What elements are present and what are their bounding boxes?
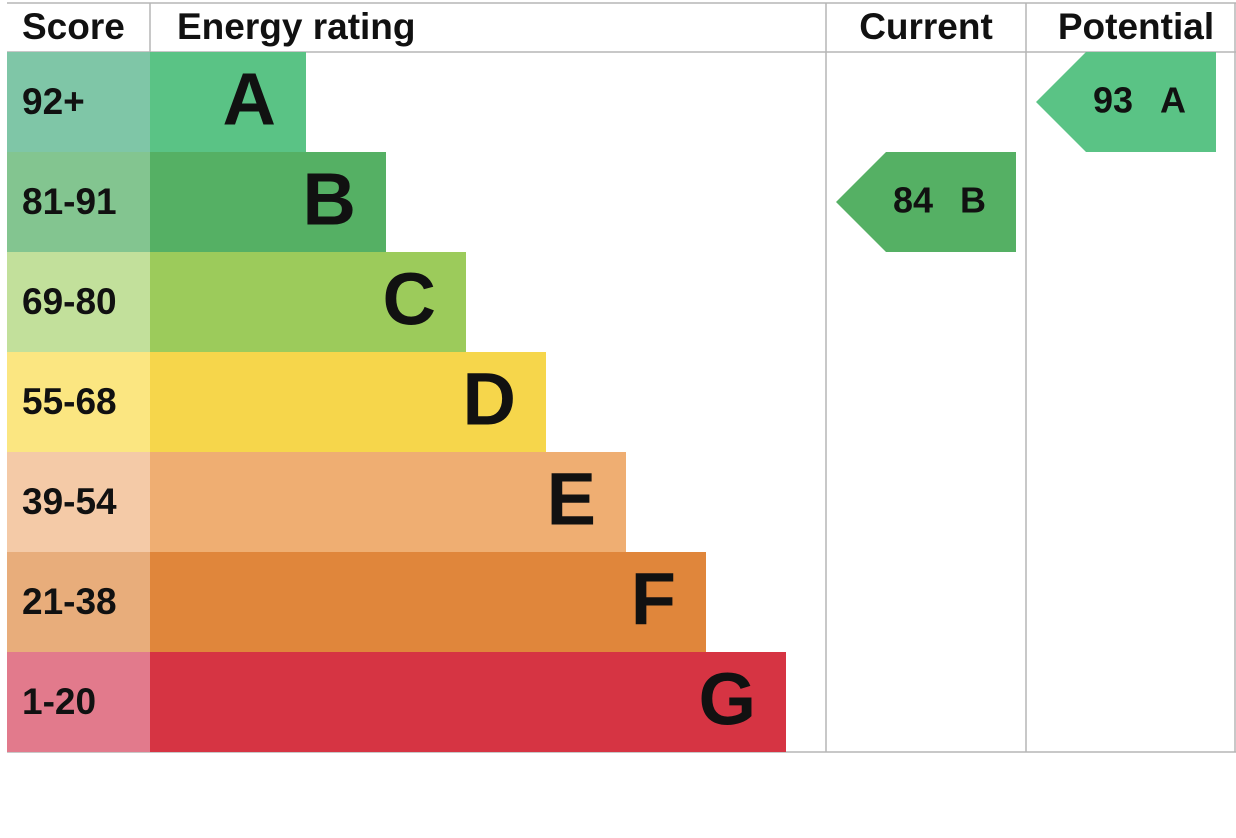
- potential-rating: A: [1160, 80, 1186, 121]
- score-range: 92+: [22, 81, 85, 122]
- score-range: 39-54: [22, 481, 117, 522]
- rating-letter: E: [547, 458, 596, 541]
- current-score: 84: [893, 180, 933, 221]
- score-cell: [7, 652, 150, 752]
- potential-arrow: [1036, 52, 1216, 152]
- rating-letter: A: [223, 58, 276, 141]
- score-range: 69-80: [22, 281, 117, 322]
- score-range: 81-91: [22, 181, 117, 222]
- current-arrow: [836, 152, 1016, 252]
- score-range: 21-38: [22, 581, 117, 622]
- score-range: 55-68: [22, 381, 117, 422]
- header-rating: Energy rating: [177, 6, 416, 47]
- score-cell: [7, 352, 150, 452]
- score-range: 1-20: [22, 681, 96, 722]
- rating-bar: [150, 252, 466, 352]
- header-score: Score: [22, 6, 125, 47]
- rating-bar: [150, 652, 786, 752]
- current-rating: B: [960, 180, 986, 221]
- header-potential: Potential: [1058, 6, 1214, 47]
- rating-bar: [150, 52, 306, 152]
- rating-bar: [150, 152, 386, 252]
- rating-letter: G: [698, 658, 756, 741]
- rating-letter: F: [631, 558, 676, 641]
- rating-bar: [150, 352, 546, 452]
- score-cell: [7, 552, 150, 652]
- score-cell: [7, 452, 150, 552]
- score-cell: [7, 52, 150, 152]
- rating-letter: D: [463, 358, 516, 441]
- score-cell: [7, 152, 150, 252]
- potential-score: 93: [1093, 80, 1133, 121]
- score-cell: [7, 252, 150, 352]
- rating-bar: [150, 452, 626, 552]
- rating-letter: B: [303, 158, 356, 241]
- header-current: Current: [859, 6, 993, 47]
- rating-bar: [150, 552, 706, 652]
- rating-letter: C: [383, 258, 436, 341]
